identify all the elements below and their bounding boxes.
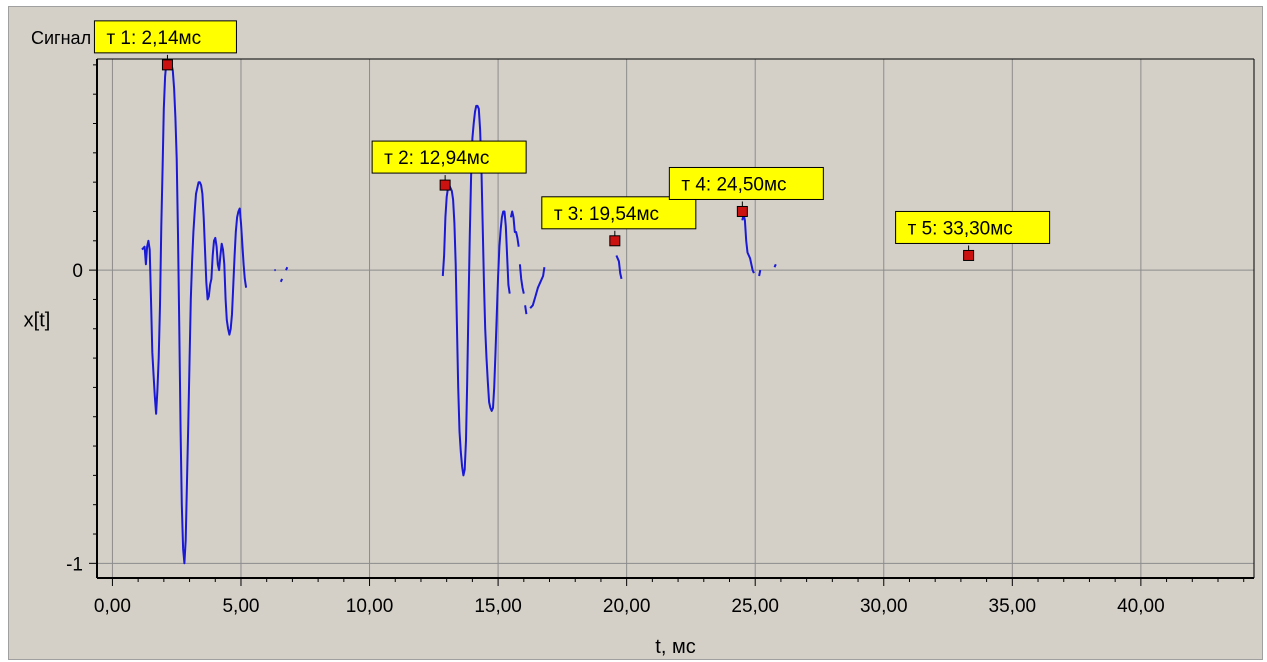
marker-label: т 1: 2,14мс	[106, 28, 201, 49]
signal-line	[615, 255, 623, 280]
signal-line	[285, 266, 289, 271]
signal-line	[279, 278, 284, 283]
marker-point	[439, 179, 451, 191]
axes: 0,00 5,00 10,00 15,00 20,00 25,00 30,00 35,00 40…	[66, 58, 1255, 617]
y-tick-label: 0	[72, 261, 83, 282]
x-tick-label: 10,00	[346, 596, 394, 617]
x-tick-label: 25,00	[731, 596, 779, 617]
chart-window: Сигнал 0,00 5,00 10,00 15,00 20,00 25,00 30,00…	[8, 6, 1263, 660]
x-axis-label: t, мс	[655, 636, 695, 658]
y-tick-label: -1	[66, 554, 83, 575]
marker-point	[736, 205, 748, 217]
marker-label-box	[371, 140, 527, 174]
x-tick-label: 40,00	[1117, 596, 1165, 617]
signal-line	[141, 60, 248, 565]
x-tick-label: 30,00	[860, 596, 908, 617]
x-tick-label: 15,00	[474, 596, 522, 617]
marker-label-box	[668, 166, 824, 200]
marker-label-box	[541, 196, 697, 230]
signal-line	[758, 269, 762, 277]
signal-line	[529, 267, 546, 309]
plot-area	[97, 59, 1254, 578]
signal-series	[141, 60, 777, 565]
marker-label-box	[93, 20, 237, 54]
x-tick-label: 5,00	[222, 596, 259, 617]
chart: Сигнал 0,00 5,00 10,00 15,00 20,00 25,00 30,00…	[24, 20, 1255, 658]
markers: т 1: 2,14мс т 2: 12,94мс т 3: 19,54мс т 4: …	[93, 20, 1051, 261]
chart-title: Сигнал	[31, 28, 91, 48]
marker-label: т 4: 24,50мс	[681, 174, 786, 195]
x-tick-label: 35,00	[989, 596, 1037, 617]
marker-point	[161, 59, 173, 71]
x-tick-label: 0,00	[94, 596, 131, 617]
marker-label: т 2: 12,94мс	[384, 148, 489, 169]
marker-point	[609, 235, 621, 247]
x-tick-label: 20,00	[603, 596, 651, 617]
signal-line	[524, 305, 528, 315]
signal-line	[441, 104, 511, 477]
y-axis-label: x[t]	[24, 310, 51, 332]
marker-label: т 3: 19,54мс	[554, 204, 659, 225]
marker-label-box	[895, 210, 1051, 244]
signal-line	[773, 263, 777, 268]
marker-label: т 5: 33,30мс	[908, 218, 1013, 239]
marker-point	[963, 249, 975, 261]
grid	[97, 59, 1254, 578]
signal-line	[509, 210, 520, 247]
signal-line	[518, 264, 525, 294]
